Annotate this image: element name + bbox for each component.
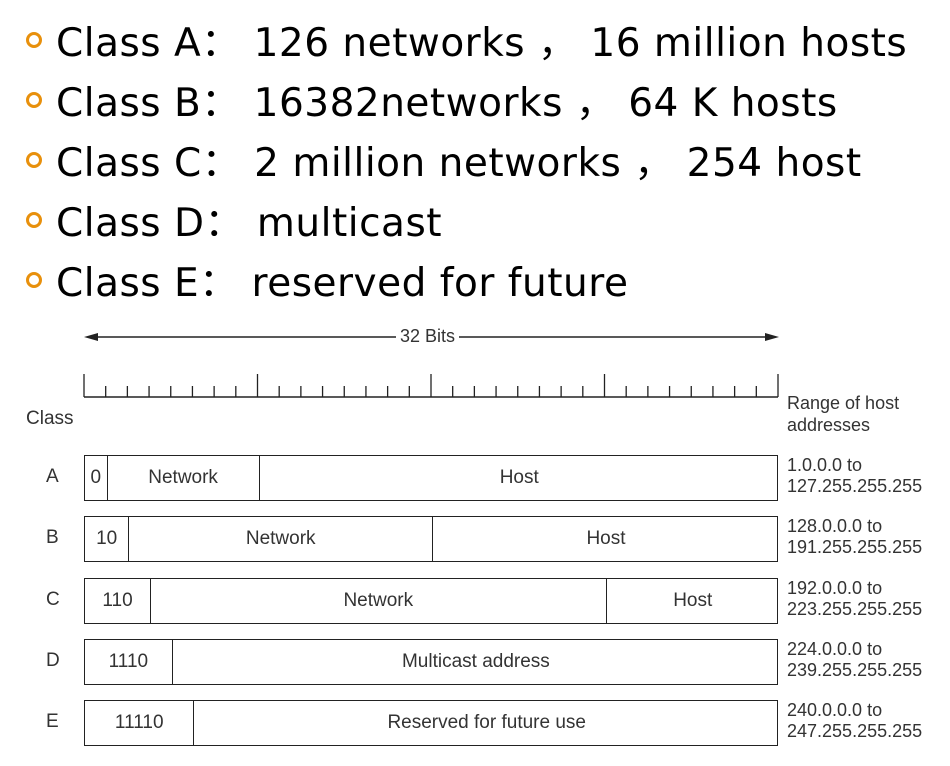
bit-field: 0 — [90, 467, 102, 488]
bit-field: Multicast address — [171, 640, 779, 684]
bits-label: 32 Bits — [396, 326, 460, 347]
range-end: 191.255.255.255 — [787, 537, 923, 557]
bit-field: 11110 — [114, 712, 164, 733]
bit-field: Reserved for future use — [193, 701, 779, 745]
range-end: 127.255.255.255 — [787, 476, 923, 496]
class-letter: A — [46, 466, 59, 487]
arrow-right-icon — [765, 333, 779, 341]
bullet-item-class-b: Class B： 16382networks ， 64 K hosts — [20, 70, 907, 130]
bullet-item-class-e: Class E： reserved for future — [20, 250, 907, 310]
ring-bullet-icon — [26, 92, 42, 108]
bit-field: Host — [432, 517, 779, 561]
bullet-text: Class D： multicast — [56, 201, 443, 246]
range-start: 224.0.0.0 to — [787, 639, 883, 659]
class-letter: C — [46, 589, 60, 610]
bit-field: Network — [128, 517, 432, 561]
bullet-text: Class A： 126 networks ， 16 million hosts — [56, 21, 908, 66]
host-range: 1.0.0.0 to 127.255.255.255 — [787, 455, 922, 497]
ring-bullet-icon — [26, 152, 42, 168]
class-row-e: 11110 Reserved for future use — [84, 700, 778, 746]
bit-field: 110 — [102, 590, 133, 611]
class-letter: E — [46, 711, 59, 732]
range-start: 192.0.0.0 to — [787, 578, 883, 598]
bit-field: Host — [258, 456, 780, 500]
class-row-c: 110 Network Host — [84, 578, 778, 624]
class-row-d: 1110 Multicast address — [84, 639, 778, 685]
bit-field: Network — [150, 579, 605, 623]
range-end: 239.255.255.255 — [787, 660, 923, 680]
arrow-left-icon — [84, 333, 98, 341]
bullet-item-class-a: Class A： 126 networks ， 16 million hosts — [20, 10, 907, 70]
host-range: 240.0.0.0 to 247.255.255.255 — [787, 700, 922, 742]
class-row-a: 0 Network Host — [84, 455, 778, 501]
class-header: Class — [26, 408, 74, 429]
range-start: 240.0.0.0 to — [787, 700, 883, 720]
class-letter: B — [46, 527, 59, 548]
range-header-line-2: addresses — [787, 415, 871, 435]
ring-bullet-icon — [26, 272, 42, 288]
bullet-item-class-d: Class D： multicast — [20, 190, 907, 250]
range-start: 128.0.0.0 to — [787, 516, 883, 536]
bullet-text: Class C： 2 million networks ， 254 host — [56, 141, 862, 186]
bit-field: Network — [106, 456, 259, 500]
bullet-text: Class B： 16382networks ， 64 K hosts — [56, 81, 838, 126]
class-letter: D — [46, 650, 60, 671]
host-range: 192.0.0.0 to 223.255.255.255 — [787, 578, 922, 620]
class-row-b: 10 Network Host — [84, 516, 778, 562]
bullet-item-class-c: Class C： 2 million networks ， 254 host — [20, 130, 907, 190]
ring-bullet-icon — [26, 212, 42, 228]
ring-bullet-icon — [26, 32, 42, 48]
range-end: 223.255.255.255 — [787, 599, 923, 619]
bit-field: Host — [605, 579, 780, 623]
ruler-ticks — [83, 374, 779, 397]
bullet-text: Class E： reserved for future — [56, 261, 629, 306]
bit-field: 1110 — [108, 651, 149, 672]
range-end: 247.255.255.255 — [787, 721, 923, 741]
bit-field: 10 — [96, 528, 118, 549]
host-range: 128.0.0.0 to 191.255.255.255 — [787, 516, 922, 558]
class-bullet-list: Class A： 126 networks ， 16 million hosts… — [20, 10, 907, 310]
range-start: 1.0.0.0 to — [787, 455, 863, 475]
range-header-line-1: Range of host — [787, 393, 900, 413]
host-range: 224.0.0.0 to 239.255.255.255 — [787, 639, 922, 681]
